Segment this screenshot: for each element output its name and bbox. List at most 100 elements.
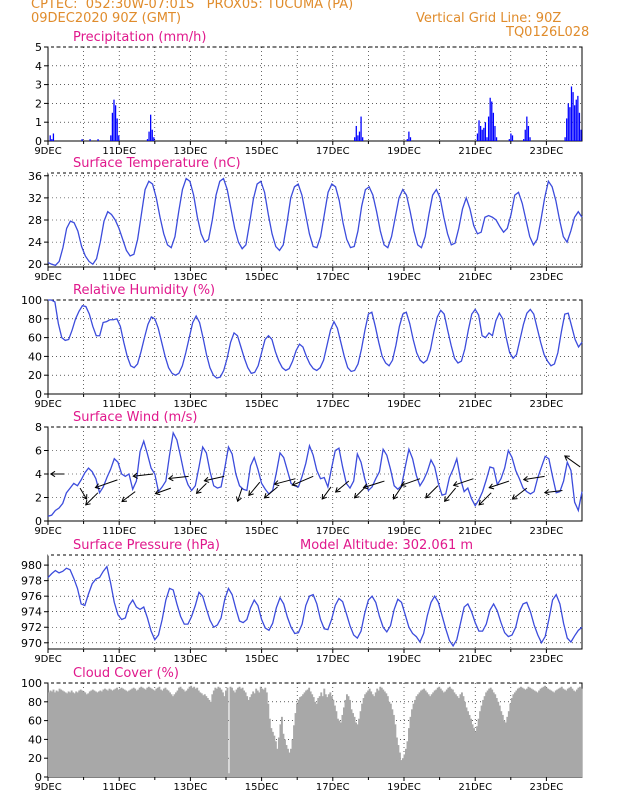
wind-arrow-head bbox=[478, 499, 485, 506]
humidity-xtick-label: 21DEC bbox=[458, 399, 492, 410]
precipitation-bar bbox=[566, 118, 568, 141]
cloud-bar bbox=[144, 689, 147, 777]
pressure-xtick-label: 13DEC bbox=[174, 654, 208, 665]
cloud-bar bbox=[149, 687, 152, 777]
cloud-bar bbox=[550, 690, 553, 777]
cloud-bar bbox=[406, 741, 409, 777]
precipitation-bar bbox=[572, 92, 574, 141]
cloud-bar bbox=[539, 688, 542, 777]
temperature-xtick-label: 19DEC bbox=[387, 272, 421, 283]
wind-xtick-label: 15DEC bbox=[245, 526, 279, 537]
precipitation-bar bbox=[574, 105, 576, 141]
wind-arrow-head bbox=[392, 493, 399, 500]
cloud-bar bbox=[224, 690, 227, 777]
temperature-ytick-label: 20 bbox=[28, 258, 42, 271]
cloud-bar bbox=[110, 689, 112, 777]
cloud-bar bbox=[536, 692, 539, 777]
pressure-xtick-label: 21DEC bbox=[458, 654, 492, 665]
cloud-bar bbox=[75, 691, 78, 777]
cloud-bar bbox=[229, 686, 232, 777]
cloud-bar bbox=[509, 703, 512, 777]
cloud-bar bbox=[194, 688, 197, 777]
cloud-xtick-label: 21DEC bbox=[458, 782, 492, 793]
cloud-bar bbox=[214, 687, 217, 777]
cloud-bar bbox=[330, 696, 333, 777]
cloud-bar bbox=[327, 694, 330, 777]
pressure-ytick-label: 972 bbox=[21, 621, 42, 634]
cloud-ytick-label: 0 bbox=[35, 771, 42, 784]
wind-xtick-label: 19DEC bbox=[387, 526, 421, 537]
cloud-bar bbox=[465, 707, 468, 777]
temperature-xtick-label: 15DEC bbox=[245, 272, 279, 283]
cloud-bar bbox=[200, 693, 203, 777]
cloud-bar bbox=[138, 687, 141, 777]
wind-arrow bbox=[321, 486, 332, 500]
cloud-bar bbox=[548, 689, 551, 777]
wind-arrow-head bbox=[167, 475, 174, 482]
cloud-bar bbox=[497, 701, 500, 777]
cloud-bar bbox=[103, 688, 106, 777]
pressure-ytick-label: 980 bbox=[21, 559, 42, 572]
cloud-bar bbox=[451, 689, 454, 777]
cloud-bar bbox=[385, 693, 388, 777]
precipitation-bar bbox=[113, 99, 115, 141]
cloud-bar bbox=[447, 687, 450, 777]
precipitation-bar bbox=[484, 122, 487, 141]
cloud-bar bbox=[306, 689, 309, 777]
wind-arrow-head bbox=[321, 494, 328, 500]
header-model-code: TQ0126L028 bbox=[506, 25, 590, 40]
humidity-ytick-label: 60 bbox=[28, 332, 42, 345]
temperature-panel: 20 24 28 32 36 9DEC 11DEC 13DEC 15DEC 17DEC 19DEC 2… bbox=[28, 156, 583, 283]
precipitation-bar bbox=[578, 112, 581, 141]
wind-arrow bbox=[85, 492, 99, 506]
precipitation-bar bbox=[111, 112, 114, 141]
cloud-bar bbox=[445, 689, 448, 777]
cloud-bar bbox=[131, 688, 134, 777]
cloud-bar bbox=[232, 690, 235, 777]
cloud-bar bbox=[353, 716, 356, 777]
cloud-bar bbox=[377, 690, 380, 777]
cloud-bar bbox=[427, 694, 430, 777]
cloud-bar bbox=[355, 722, 358, 777]
cloud-bar bbox=[79, 689, 82, 777]
cloud-bar bbox=[228, 773, 230, 777]
cloud-bar bbox=[88, 691, 91, 777]
wind-arrow-head bbox=[362, 483, 369, 490]
cloud-bar bbox=[349, 699, 351, 777]
wind-arrow bbox=[564, 455, 581, 468]
wind-arrow bbox=[523, 475, 545, 481]
cloud-bar bbox=[193, 686, 196, 777]
wind-arrow-head bbox=[94, 483, 101, 490]
cloud-bar bbox=[400, 760, 403, 777]
cloud-bar bbox=[170, 694, 173, 777]
precipitation-bar bbox=[146, 139, 149, 141]
precipitation-bar bbox=[570, 86, 573, 141]
cloud-bar bbox=[532, 689, 534, 777]
pressure-ytick-label: 978 bbox=[21, 575, 42, 588]
cloud-bar bbox=[513, 692, 516, 777]
cloud-bar bbox=[444, 691, 447, 777]
cloud-bar bbox=[333, 705, 336, 777]
cloud-bar bbox=[368, 688, 371, 777]
precipitation-bar bbox=[110, 135, 112, 141]
humidity-ytick-label: 40 bbox=[28, 350, 42, 363]
cloud-bar bbox=[414, 699, 416, 777]
cloud-bar bbox=[156, 687, 159, 777]
wind-arrow bbox=[274, 478, 296, 485]
cloud-bar bbox=[557, 688, 560, 777]
cloud-bar bbox=[489, 687, 492, 777]
cloud-bar bbox=[435, 689, 438, 777]
cloud-bar bbox=[459, 694, 462, 777]
cloud-bar bbox=[473, 728, 475, 777]
precipitation-bar bbox=[569, 107, 571, 141]
precipitation-bar bbox=[355, 125, 357, 141]
cloud-bar bbox=[438, 686, 441, 777]
wind-arrow-head bbox=[85, 499, 91, 506]
cloud-bar bbox=[169, 692, 171, 777]
pressure-xtick-label: 11DEC bbox=[102, 654, 136, 665]
cloud-bar bbox=[392, 714, 395, 777]
cloud-bar bbox=[102, 689, 105, 777]
cloud-bar bbox=[526, 688, 528, 777]
cloud-bar bbox=[518, 687, 521, 777]
precipitation-xtick-label: 19DEC bbox=[387, 146, 421, 157]
